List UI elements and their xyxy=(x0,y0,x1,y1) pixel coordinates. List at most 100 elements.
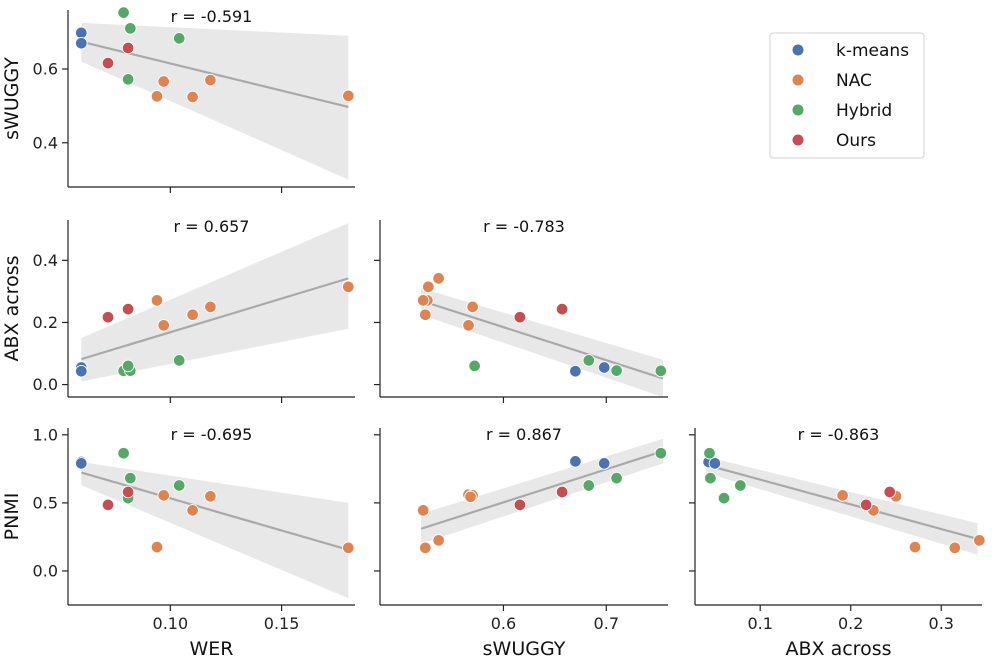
panel-swuggy-abx: r = -0.783 xyxy=(374,217,668,403)
confidence-band xyxy=(705,456,978,555)
point-nac xyxy=(419,308,432,321)
point-ours xyxy=(121,302,135,316)
y-axis-title: PNMI xyxy=(1,493,23,541)
point-kmeans xyxy=(569,364,582,378)
x-axis-title: sWUGGY xyxy=(483,638,566,658)
point-nac xyxy=(157,75,170,88)
legend-label-hybrid: Hybrid xyxy=(836,101,892,121)
point-nac xyxy=(342,541,355,555)
x-tick-label: 0.2 xyxy=(838,614,863,633)
panel-swuggy-pnmi: 0.6 0.7 r = 0.867 sWUGGY xyxy=(374,425,668,658)
y-axis-title: ABX across xyxy=(1,256,23,362)
correlation-label: r = 0.657 xyxy=(174,217,250,236)
point-hybrid xyxy=(703,446,716,460)
point-hybrid xyxy=(124,471,137,485)
point-hybrid xyxy=(610,364,623,377)
y-tick-label: 0.6 xyxy=(33,60,58,79)
point-hybrid xyxy=(117,446,130,460)
point-ours xyxy=(121,485,135,499)
scatter-panels: 0.4 0.6 r = -0.591 sWUGGY 0.0 0.2 0.4 r = 0.657… xyxy=(1,6,986,658)
x-tick-label: 0.3 xyxy=(929,614,954,633)
point-kmeans xyxy=(75,36,88,50)
point-nac xyxy=(186,90,199,104)
confidence-band xyxy=(81,22,349,180)
point-hybrid xyxy=(121,359,135,373)
point-hybrid xyxy=(582,354,596,367)
legend-marker-nac xyxy=(792,74,804,86)
point-hybrid xyxy=(654,446,668,460)
x-tick-label: 0.10 xyxy=(153,614,189,633)
point-hybrid xyxy=(124,22,137,35)
point-ours xyxy=(883,485,896,499)
regression-line xyxy=(705,463,978,541)
point-hybrid xyxy=(610,471,623,485)
confidence-band xyxy=(81,462,349,599)
panel-wer-pnmi: 0.10 0.15 0.0 0.5 1.0 r = -0.695 WER PNMI xyxy=(1,425,355,658)
correlation-label: r = -0.591 xyxy=(171,7,253,26)
point-kmeans xyxy=(597,361,611,374)
point-hybrid xyxy=(654,364,668,378)
point-nac xyxy=(432,272,445,285)
y-tick-label: 0.5 xyxy=(33,493,58,512)
point-nac xyxy=(908,540,922,554)
y-tick-label: 0.4 xyxy=(33,251,58,270)
point-ours xyxy=(101,498,115,512)
legend-label-nac: NAC xyxy=(836,71,872,91)
point-hybrid xyxy=(172,32,186,45)
correlation-label: r = 0.867 xyxy=(486,425,562,444)
point-ours xyxy=(101,310,115,324)
point-ours xyxy=(513,498,527,512)
legend-frame xyxy=(769,32,925,159)
y-tick-label: 0.0 xyxy=(33,375,58,394)
regression-line xyxy=(81,471,349,551)
point-ours xyxy=(513,310,527,324)
point-kmeans xyxy=(75,457,88,470)
point-hybrid xyxy=(121,73,135,86)
point-nac xyxy=(150,90,164,103)
point-nac xyxy=(973,534,986,547)
panel-wer-abx: 0.0 0.2 0.4 r = 0.657 ABX across xyxy=(1,217,355,403)
point-hybrid xyxy=(172,354,186,367)
point-nac xyxy=(204,490,217,503)
point-ours xyxy=(121,41,135,55)
x-axis-title: WER xyxy=(190,638,234,658)
point-kmeans xyxy=(708,457,722,470)
point-hybrid xyxy=(117,6,130,19)
point-nac xyxy=(416,294,430,307)
point-hybrid xyxy=(704,471,717,485)
point-kmeans xyxy=(597,457,611,470)
y-tick-label: 1.0 xyxy=(33,425,58,444)
point-nac xyxy=(342,89,355,103)
regression-line xyxy=(420,450,664,530)
point-nac xyxy=(186,308,199,321)
x-tick-label: 0.6 xyxy=(491,614,516,633)
legend-label-kmeans: k-means xyxy=(836,41,909,61)
y-tick-label: 0.0 xyxy=(33,561,58,580)
correlation-label: r = -0.863 xyxy=(798,425,880,444)
correlation-label: r = -0.783 xyxy=(483,217,565,236)
x-axis-title: ABX across xyxy=(786,638,892,658)
point-nac xyxy=(419,541,432,555)
point-nac xyxy=(422,280,435,294)
y-tick-label: 0.2 xyxy=(33,313,58,332)
point-nac xyxy=(462,319,475,332)
x-tick-label: 0.7 xyxy=(594,614,619,633)
point-nac xyxy=(836,489,849,502)
x-tick-label: 0.1 xyxy=(747,614,772,633)
legend-marker-hybrid xyxy=(792,104,804,116)
regression-line xyxy=(81,277,349,361)
point-nac xyxy=(204,300,217,314)
point-ours xyxy=(555,302,569,316)
legend-marker-ours xyxy=(792,134,804,146)
point-nac xyxy=(464,490,477,504)
point-nac xyxy=(466,300,479,314)
point-nac xyxy=(150,540,164,554)
point-nac xyxy=(204,73,217,87)
point-ours xyxy=(859,498,873,512)
legend-label-ours: Ours xyxy=(836,131,876,151)
point-nac xyxy=(157,489,170,502)
point-hybrid xyxy=(582,479,596,492)
y-axis-title: sWUGGY xyxy=(1,57,23,140)
confidence-band xyxy=(421,438,663,544)
